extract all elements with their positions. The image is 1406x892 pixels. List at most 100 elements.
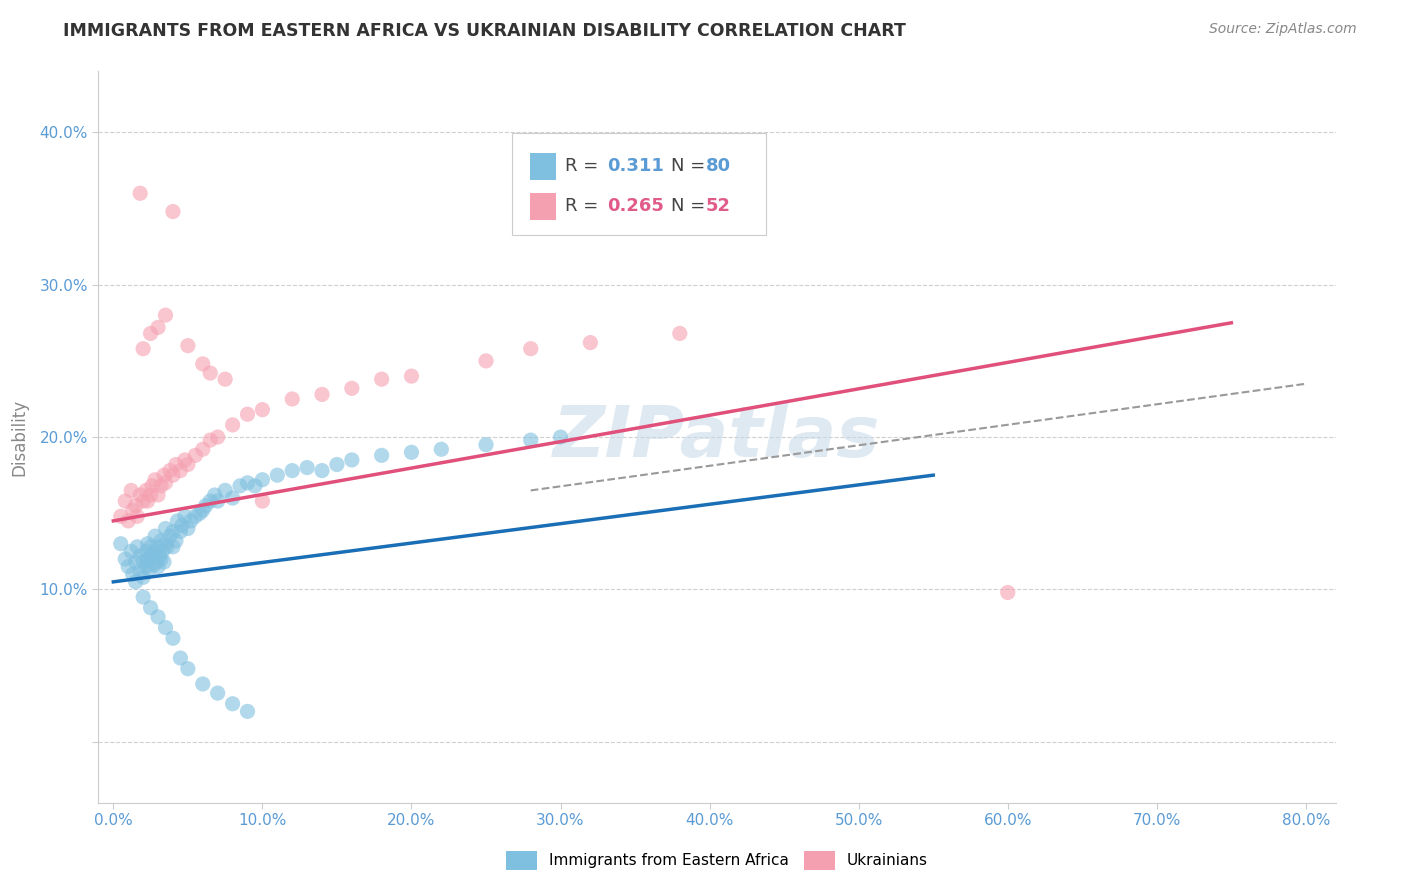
Point bbox=[153, 468, 176, 483]
Point bbox=[475, 438, 498, 452]
Point bbox=[177, 458, 200, 472]
Point bbox=[194, 499, 217, 513]
Point bbox=[159, 529, 181, 543]
Point bbox=[311, 387, 333, 401]
Point bbox=[207, 494, 229, 508]
Point bbox=[125, 574, 148, 589]
Point bbox=[155, 521, 177, 535]
Point bbox=[155, 308, 177, 322]
Point bbox=[150, 552, 173, 566]
Point bbox=[214, 372, 236, 386]
Point bbox=[127, 509, 149, 524]
Point bbox=[162, 204, 184, 219]
Point bbox=[281, 392, 304, 406]
Point bbox=[136, 537, 159, 551]
Point bbox=[165, 458, 187, 472]
Point bbox=[579, 335, 602, 350]
Point bbox=[132, 570, 155, 584]
Point bbox=[169, 524, 191, 539]
Text: IMMIGRANTS FROM EASTERN AFRICA VS UKRAINIAN DISABILITY CORRELATION CHART: IMMIGRANTS FROM EASTERN AFRICA VS UKRAIN… bbox=[63, 22, 905, 40]
Point bbox=[121, 503, 143, 517]
Point bbox=[135, 544, 157, 558]
Point bbox=[139, 326, 162, 341]
Point bbox=[165, 533, 187, 548]
Point bbox=[142, 558, 165, 573]
Point bbox=[475, 354, 498, 368]
Point bbox=[243, 479, 266, 493]
Point bbox=[156, 540, 179, 554]
Text: 0.311: 0.311 bbox=[607, 157, 665, 175]
Point bbox=[162, 468, 184, 483]
Point bbox=[159, 464, 181, 478]
Point bbox=[136, 494, 159, 508]
Point bbox=[120, 544, 142, 558]
Point bbox=[139, 553, 162, 567]
Point bbox=[200, 494, 222, 508]
Point bbox=[266, 468, 288, 483]
Point bbox=[207, 430, 229, 444]
Point bbox=[153, 555, 176, 569]
Point bbox=[340, 381, 363, 395]
Text: R =: R = bbox=[565, 196, 605, 215]
Point bbox=[120, 483, 142, 498]
Point bbox=[114, 552, 136, 566]
Point bbox=[177, 662, 200, 676]
Point bbox=[125, 499, 148, 513]
Point bbox=[155, 537, 177, 551]
Point bbox=[132, 494, 155, 508]
Point bbox=[136, 552, 159, 566]
Point bbox=[236, 705, 259, 719]
Point bbox=[145, 555, 167, 569]
Point bbox=[668, 326, 690, 341]
Point bbox=[200, 366, 222, 380]
Point bbox=[129, 549, 152, 563]
Point bbox=[150, 533, 173, 548]
Point bbox=[311, 464, 333, 478]
Point bbox=[129, 186, 152, 201]
Point bbox=[139, 488, 162, 502]
Point bbox=[166, 514, 188, 528]
Point bbox=[146, 488, 169, 502]
Point bbox=[184, 448, 207, 462]
Point bbox=[430, 442, 453, 457]
Point bbox=[146, 559, 169, 574]
Point bbox=[117, 514, 139, 528]
Point bbox=[191, 357, 214, 371]
Point bbox=[236, 475, 259, 490]
Point bbox=[146, 540, 169, 554]
Point bbox=[155, 475, 177, 490]
Point bbox=[121, 567, 143, 582]
Point bbox=[135, 483, 157, 498]
Point bbox=[401, 369, 423, 384]
Text: 80: 80 bbox=[706, 157, 731, 175]
Point bbox=[401, 445, 423, 459]
Text: N =: N = bbox=[671, 196, 711, 215]
Point bbox=[132, 555, 155, 569]
Point bbox=[135, 559, 157, 574]
Point bbox=[155, 621, 177, 635]
Point bbox=[169, 651, 191, 665]
Point bbox=[204, 488, 226, 502]
Point bbox=[221, 491, 243, 505]
Legend: Immigrants from Eastern Africa, Ukrainians: Immigrants from Eastern Africa, Ukrainia… bbox=[501, 845, 934, 876]
Point bbox=[177, 521, 200, 535]
Point bbox=[129, 488, 152, 502]
Point bbox=[132, 342, 155, 356]
Point bbox=[162, 524, 184, 539]
Point bbox=[177, 338, 200, 352]
Point bbox=[997, 585, 1019, 599]
Point bbox=[252, 402, 274, 417]
Point bbox=[141, 479, 163, 493]
Point bbox=[191, 503, 214, 517]
Point bbox=[146, 320, 169, 334]
Text: 0.265: 0.265 bbox=[607, 196, 665, 215]
Point bbox=[139, 540, 162, 554]
Point bbox=[221, 697, 243, 711]
Point bbox=[162, 540, 184, 554]
Point bbox=[169, 464, 191, 478]
Point bbox=[221, 417, 243, 432]
Point bbox=[132, 590, 155, 604]
Text: ZIPatlas: ZIPatlas bbox=[554, 402, 880, 472]
Point bbox=[141, 549, 163, 563]
Point bbox=[146, 610, 169, 624]
